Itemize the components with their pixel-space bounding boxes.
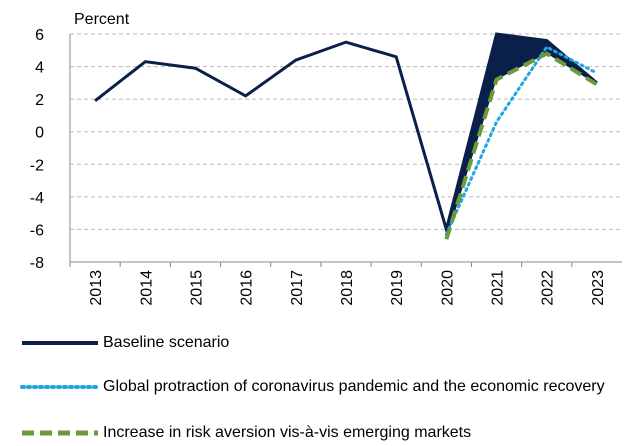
x-tick-label: 2016 [239,270,256,306]
x-tick-label: 2020 [439,270,456,306]
y-tick-label: 2 [35,92,44,109]
x-tick-label: 2022 [540,270,557,306]
legend-label: Global protraction of coronavirus pandem… [103,378,605,395]
legend-item: Global protraction of coronavirus pandem… [20,378,644,396]
y-tick-label: 4 [35,60,44,77]
series-line [94,32,598,236]
x-tick-label: 2023 [590,270,607,306]
y-tick-label: -8 [30,255,44,272]
y-tick-label: -6 [30,222,44,239]
y-tick-label: -4 [30,190,44,207]
x-tick-label: 2021 [490,270,507,306]
series-line [444,51,598,240]
x-tick-label: 2018 [339,270,356,306]
x-tick-label: 2019 [389,270,406,306]
legend-swatch [22,341,98,345]
x-tick-label: 2014 [138,270,155,306]
legend-label: Baseline scenario [103,334,230,351]
x-tick-label: 2015 [188,270,205,306]
series-line [444,45,599,236]
y-tick-label: -2 [30,157,44,174]
legend-swatch [20,385,100,389]
x-tick-label: 2013 [88,270,105,306]
chart: Percent -8 -6 -4 -2 0 2 4 6 2013 2014 2015 2016 2017… [30,11,622,306]
y-tick-label: 0 [35,125,44,142]
legend-swatch [22,430,98,436]
y-tick-label: 6 [35,27,44,44]
legend-item: Baseline scenario [20,334,644,352]
legend-label: Increase in risk aversion vis-à-vis emer… [103,424,472,441]
legend-item: Increase in risk aversion vis-à-vis emer… [20,424,644,442]
x-tick-label: 2017 [289,270,306,306]
y-axis-label: Percent [74,11,130,28]
